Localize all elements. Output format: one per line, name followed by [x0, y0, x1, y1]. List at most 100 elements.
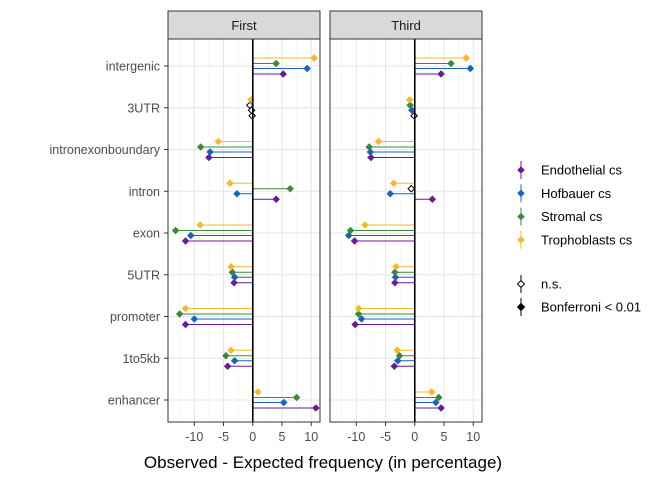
data-point	[386, 189, 394, 198]
data-point	[226, 179, 234, 188]
category-label: intronexonboundary	[50, 143, 161, 157]
category-label: 1to5kb	[122, 352, 160, 366]
gridlines	[168, 39, 320, 422]
data-point	[230, 356, 239, 365]
data-point	[367, 153, 375, 162]
data-point	[175, 310, 184, 318]
data-point	[374, 137, 383, 146]
series-endothelial-cs	[350, 70, 445, 412]
data-point	[279, 398, 288, 407]
data-point	[354, 304, 363, 313]
data-point	[181, 237, 190, 245]
data-point	[233, 189, 241, 198]
data-point	[272, 59, 280, 68]
category-label: promoter	[110, 310, 160, 324]
legend-label: n.s.	[541, 277, 562, 292]
data-point	[228, 268, 237, 277]
data-point	[350, 237, 359, 245]
data-point	[190, 315, 199, 323]
category-label: intron	[129, 185, 160, 199]
legend-key-marker	[516, 279, 526, 289]
data-point	[222, 351, 230, 360]
x-tick-label: 10	[466, 430, 480, 444]
series-stromal-cs	[171, 59, 301, 402]
data-point	[303, 64, 311, 73]
data-point	[272, 195, 280, 204]
series-trophoblasts-cs	[354, 54, 470, 396]
data-point	[392, 262, 400, 271]
data-point	[428, 195, 437, 204]
data-point	[254, 388, 262, 396]
data-point	[227, 346, 235, 355]
category-label: enhancer	[108, 394, 160, 408]
data-point	[434, 393, 443, 402]
data-point	[312, 404, 320, 412]
data-point	[391, 268, 399, 277]
data-point	[171, 226, 180, 235]
data-point	[427, 388, 436, 396]
data-point	[466, 64, 475, 73]
legend-key-marker	[517, 166, 525, 174]
series-hofbauer-cs	[344, 64, 475, 407]
data-point	[389, 179, 398, 188]
data-point	[447, 59, 455, 68]
legend-label: Hofbauer cs	[541, 186, 612, 201]
data-point	[346, 226, 355, 235]
legend-item: Trophoblasts cs	[517, 230, 633, 249]
data-point	[196, 221, 204, 229]
x-tick-label: 5	[441, 430, 448, 444]
data-point	[310, 54, 318, 62]
facet-strip	[329, 10, 483, 40]
panel-third: Third -10 -5 0 5 10	[329, 10, 483, 444]
data-point	[286, 184, 294, 193]
x-axis-title: Observed - Expected frequency (in percen…	[144, 453, 502, 472]
legend-key-marker	[516, 302, 526, 312]
data-point	[395, 351, 404, 360]
legend-key-marker	[517, 212, 525, 221]
x-axis: -10 -5 0 5 10	[185, 422, 318, 444]
legend-item: Hofbauer cs	[517, 184, 612, 203]
legend-label: Endothelial cs	[541, 163, 622, 178]
data-point	[405, 95, 414, 104]
data-point	[181, 320, 190, 329]
legend-item: n.s.	[516, 275, 562, 293]
facet-strip	[167, 10, 321, 40]
data-point	[391, 273, 400, 282]
data-point	[351, 320, 359, 329]
data-point	[437, 404, 445, 412]
data-point	[223, 362, 232, 371]
x-tick-label: 5	[279, 430, 286, 444]
facet-title: Third	[391, 18, 421, 33]
data-point	[206, 148, 214, 156]
data-point	[391, 278, 399, 287]
legend: Endothelial cs Hofbauer cs Stromal cs Troph…	[516, 161, 641, 316]
data-point	[227, 262, 235, 271]
data-point	[407, 184, 416, 193]
data-point	[292, 393, 301, 402]
data-point	[361, 221, 369, 229]
x-tick-label: -10	[347, 430, 365, 444]
data-point	[357, 315, 366, 323]
facet-title: First	[231, 18, 257, 33]
legend-label: Stromal cs	[541, 209, 603, 224]
x-tick-label: -10	[185, 430, 203, 444]
category-label: exon	[133, 227, 160, 241]
x-tick-label: -5	[218, 430, 229, 444]
x-tick-label: 0	[249, 430, 256, 444]
data-point	[462, 54, 470, 62]
legend-key-marker	[517, 189, 525, 198]
panel-first: First -10 -5 0 5 10	[167, 10, 321, 444]
series-stromal-cs	[346, 59, 455, 402]
legend-key-marker	[517, 236, 525, 244]
data-point	[366, 148, 375, 156]
data-point	[205, 153, 213, 162]
x-axis: -10 -5 0 5 10	[347, 422, 480, 444]
data-point	[390, 362, 399, 371]
legend-item: Stromal cs	[517, 207, 603, 226]
legend-item: Bonferroni < 0.01	[516, 298, 641, 316]
data-point	[187, 231, 195, 240]
legend-label: Bonferroni < 0.01	[541, 300, 641, 315]
data-point	[230, 278, 238, 287]
data-point	[365, 143, 373, 151]
category-label: intergenic	[106, 60, 160, 74]
